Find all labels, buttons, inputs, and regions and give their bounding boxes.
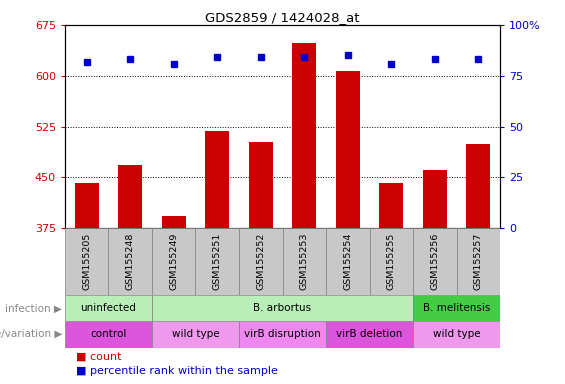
Text: control: control [90, 329, 127, 339]
Text: infection ▶: infection ▶ [5, 303, 62, 313]
Text: GSM155205: GSM155205 [82, 233, 91, 290]
Bar [118, 165, 142, 228]
Text: virB disruption: virB disruption [244, 329, 321, 339]
Text: wild type: wild type [172, 329, 219, 339]
Bar [292, 43, 316, 228]
Bar [249, 142, 273, 228]
Bar [336, 71, 360, 228]
Text: genotype/variation ▶: genotype/variation ▶ [0, 329, 62, 339]
Bar [152, 228, 195, 295]
Bar [65, 295, 152, 321]
Bar [457, 228, 500, 295]
Bar [195, 228, 239, 295]
Bar [239, 228, 282, 295]
Bar [152, 295, 413, 321]
Bar [326, 228, 370, 295]
Text: ■ percentile rank within the sample: ■ percentile rank within the sample [76, 366, 278, 376]
Bar [413, 228, 457, 295]
Bar [379, 184, 403, 228]
Bar [108, 228, 152, 295]
Text: GSM155254: GSM155254 [344, 233, 352, 290]
Text: GSM155257: GSM155257 [474, 233, 483, 290]
Text: B. arbortus: B. arbortus [254, 303, 311, 313]
Text: ■ count: ■ count [76, 352, 122, 362]
Bar [152, 321, 239, 348]
Bar [65, 228, 108, 295]
Text: wild type: wild type [433, 329, 480, 339]
Text: GSM155248: GSM155248 [126, 233, 134, 290]
Bar [326, 321, 413, 348]
Text: GSM155249: GSM155249 [170, 233, 178, 290]
Text: GSM155252: GSM155252 [257, 233, 265, 290]
Bar [466, 144, 490, 228]
Bar [370, 228, 413, 295]
Text: GSM155255: GSM155255 [387, 233, 396, 290]
Text: GSM155253: GSM155253 [300, 233, 308, 290]
Title: GDS2859 / 1424028_at: GDS2859 / 1424028_at [205, 11, 360, 24]
Text: virB deletion: virB deletion [336, 329, 403, 339]
Bar [282, 228, 326, 295]
Text: B. melitensis: B. melitensis [423, 303, 490, 313]
Bar [75, 184, 99, 228]
Text: GSM155251: GSM155251 [213, 233, 221, 290]
Bar [413, 321, 500, 348]
Text: uninfected: uninfected [81, 303, 136, 313]
Bar [162, 216, 186, 228]
Bar [205, 131, 229, 228]
Bar [423, 170, 447, 228]
Bar [65, 321, 152, 348]
Bar [413, 295, 500, 321]
Bar [239, 321, 326, 348]
Text: GSM155256: GSM155256 [431, 233, 439, 290]
